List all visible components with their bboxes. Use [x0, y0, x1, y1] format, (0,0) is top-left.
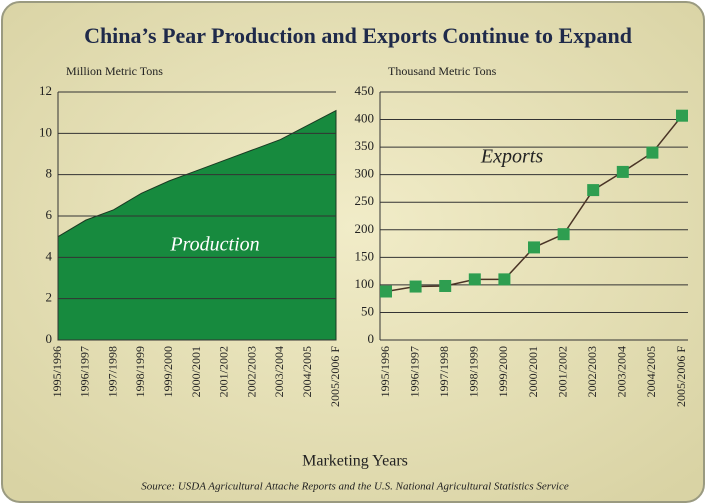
- marker: [587, 184, 600, 197]
- marker: [616, 165, 629, 178]
- x-tick-label: 2003/2004: [272, 346, 286, 397]
- x-tick-label: 2002/2003: [244, 346, 258, 397]
- x-tick-label: 1997/1998: [437, 346, 451, 397]
- y-tick-label: 250: [355, 193, 375, 208]
- y-tick-label: 6: [46, 207, 53, 222]
- source: Source: USDA Agricultural Attache Report…: [141, 481, 569, 493]
- x-axis-label: Marketing Years: [302, 453, 408, 470]
- x-tick-label: 2000/2001: [189, 346, 203, 397]
- y-tick-label: 2: [46, 290, 53, 305]
- marker: [557, 228, 570, 241]
- y-tick-label: 12: [39, 83, 52, 98]
- y-tick-label: 50: [361, 303, 374, 318]
- y-tick-label: 8: [46, 166, 53, 181]
- x-tick-label: 1996/1997: [407, 346, 421, 397]
- y-tick-label: 4: [46, 248, 53, 263]
- y-tick-label: 0: [46, 331, 53, 346]
- x-tick-label: 2003/2004: [615, 346, 629, 397]
- x-tick-label: 1995/1996: [50, 346, 64, 397]
- x-tick-label: 1999/2000: [161, 346, 175, 397]
- marker: [528, 241, 540, 254]
- chart-title: China’s Pear Production and Exports Cont…: [84, 23, 632, 48]
- x-tick-label: 1998/1999: [467, 346, 481, 397]
- x-tick-label: 2005/2006 F: [674, 346, 688, 407]
- y-axis-label: Thousand Metric Tons: [388, 64, 497, 78]
- y-tick-label: 300: [355, 166, 375, 181]
- x-tick-label: 2001/2002: [555, 346, 569, 397]
- x-tick-label: 2005/2006 F: [328, 346, 342, 407]
- annotation: Production: [169, 234, 259, 256]
- y-tick-label: 0: [368, 331, 375, 346]
- x-tick-label: 1999/2000: [496, 346, 510, 397]
- marker: [409, 280, 422, 293]
- x-tick-label: 1998/1999: [133, 346, 147, 397]
- y-tick-label: 200: [355, 221, 375, 236]
- y-tick-label: 100: [355, 276, 375, 291]
- marker: [439, 279, 452, 292]
- marker: [380, 285, 392, 298]
- marker: [468, 273, 481, 286]
- area: [57, 109, 337, 341]
- marker: [646, 146, 659, 159]
- y-tick-label: 450: [355, 83, 375, 98]
- annotation: Exports: [480, 146, 543, 168]
- x-tick-label: 2004/2005: [300, 346, 314, 397]
- x-tick-label: 1997/1998: [105, 346, 119, 397]
- x-tick-label: 2001/2002: [217, 346, 231, 397]
- x-tick-label: 2004/2005: [644, 346, 658, 397]
- y-tick-label: 10: [39, 124, 52, 139]
- marker: [498, 273, 511, 286]
- y-axis-label: Million Metric Tons: [66, 64, 163, 78]
- x-tick-label: 2002/2003: [585, 346, 599, 397]
- x-tick-label: 2000/2001: [526, 346, 540, 397]
- x-tick-label: 1996/1997: [78, 346, 92, 397]
- x-tick-label: 1995/1996: [378, 346, 392, 397]
- marker: [676, 109, 688, 122]
- y-tick-label: 400: [355, 111, 375, 126]
- y-tick-label: 150: [355, 248, 375, 263]
- y-tick-label: 350: [355, 138, 375, 153]
